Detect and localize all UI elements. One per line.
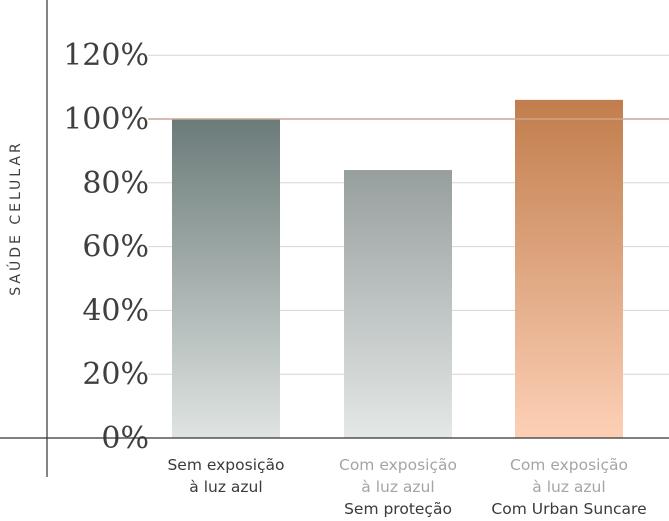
bar-3 <box>515 99 623 439</box>
y-tick-label: 60% <box>82 230 149 265</box>
x-category-label: Com Urban Suncare <box>491 500 646 518</box>
y-axis-label: SAÚDE CELULAR <box>6 140 24 295</box>
y-tick-labels: 0%20%40%60%80%100%120% <box>63 38 149 456</box>
y-tick-label: 40% <box>82 293 149 328</box>
x-category-label: Sem exposição <box>167 456 284 474</box>
y-tick-label: 100% <box>63 102 149 137</box>
bar-2 <box>344 170 452 439</box>
axes <box>0 0 669 477</box>
y-tick-label: 120% <box>63 38 149 73</box>
y-tick-label: 20% <box>82 357 149 392</box>
y-tick-label: 80% <box>82 166 149 201</box>
x-category-label: Com exposição <box>510 456 628 474</box>
x-category-label: à luz azul <box>532 478 605 496</box>
x-category-label: à luz azul <box>189 478 262 496</box>
bar-1 <box>172 119 280 438</box>
x-category-labels: Sem exposição à luz azul Com exposição à lu… <box>167 456 646 518</box>
x-category-label: Com exposição <box>339 456 457 474</box>
x-category-label: à luz azul <box>361 478 434 496</box>
bars <box>172 99 623 439</box>
x-category-label: Sem proteção <box>344 500 452 518</box>
